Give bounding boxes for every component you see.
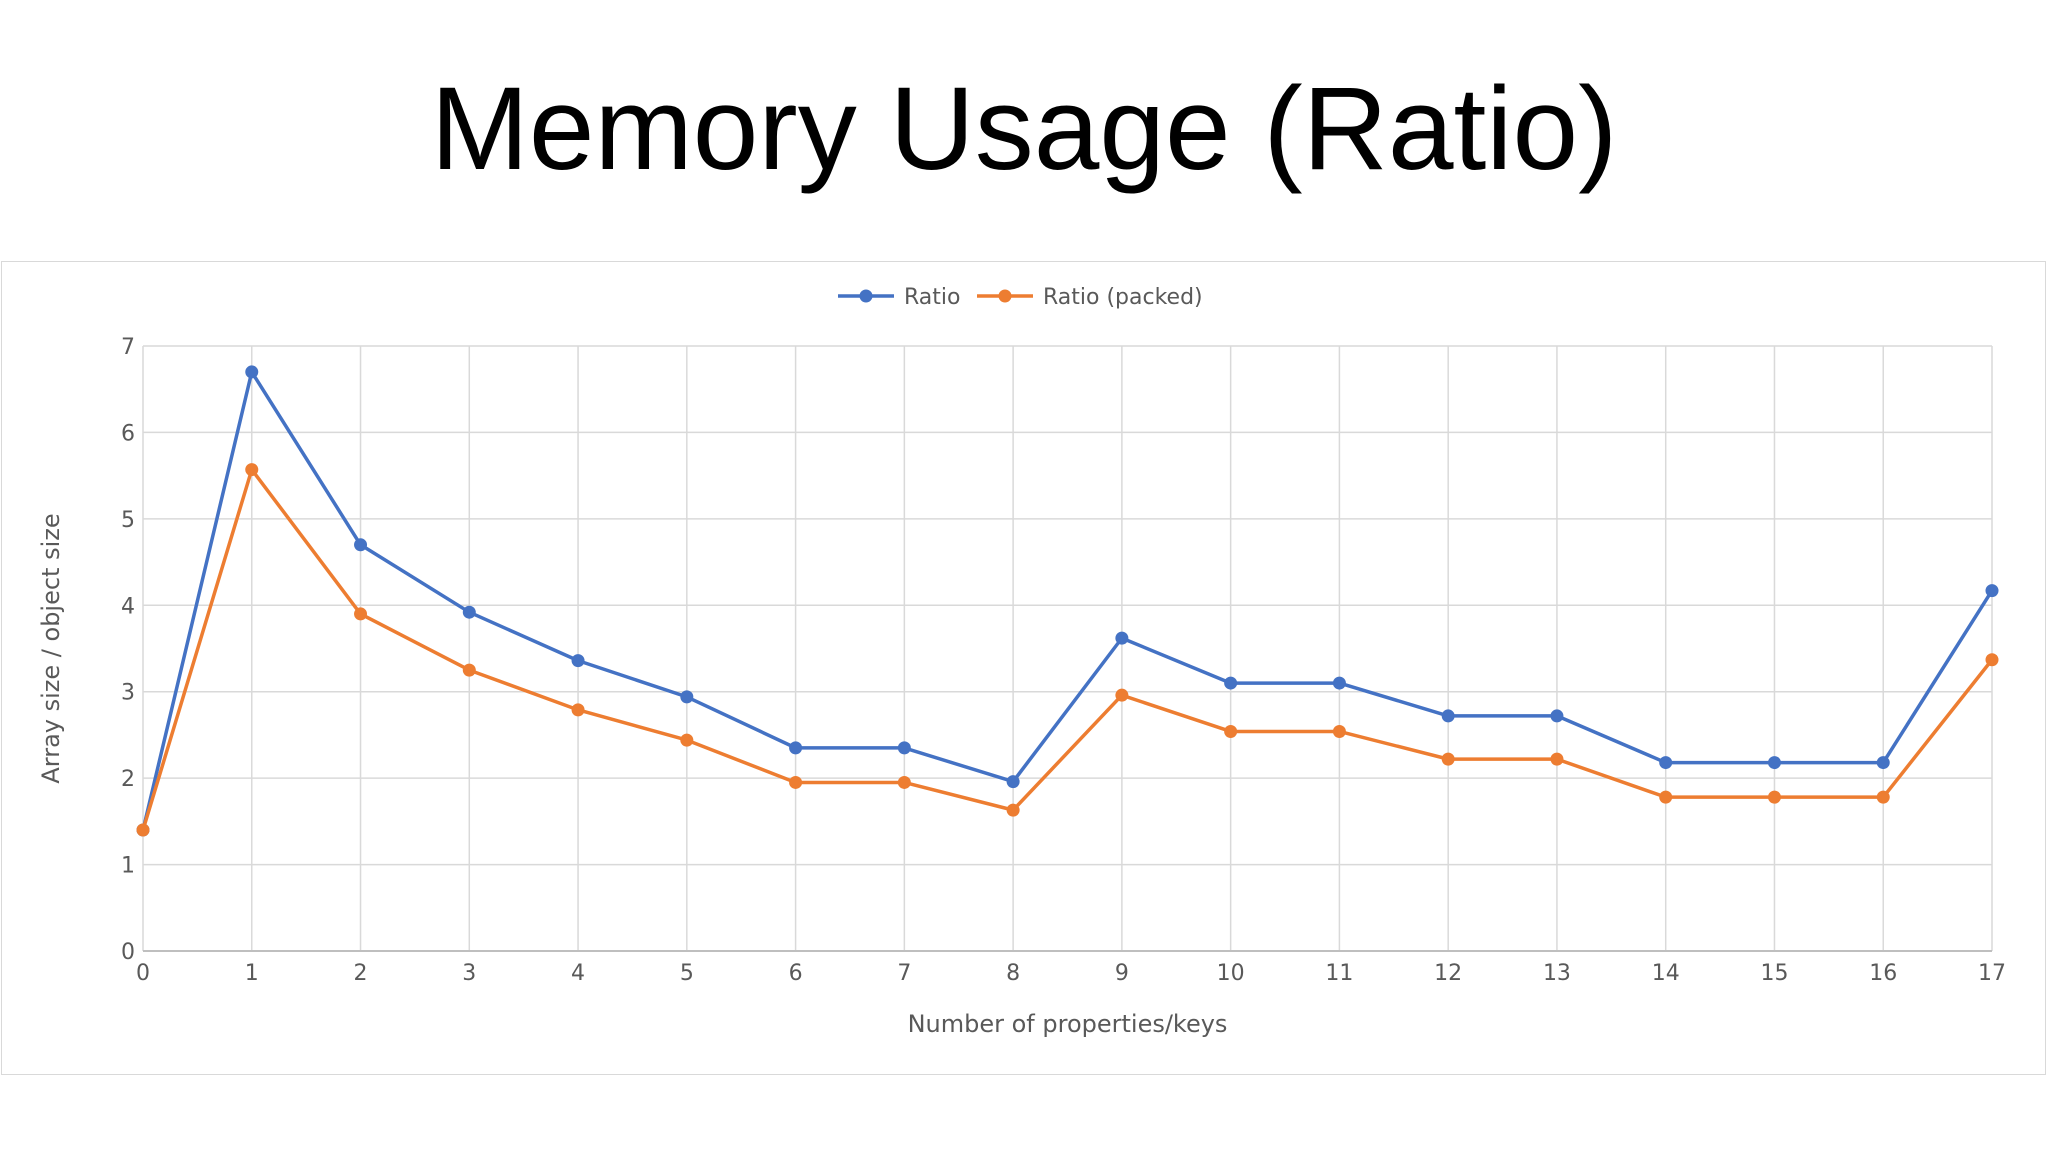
series-lines	[136, 365, 1999, 837]
x-tick-label: 15	[1760, 961, 1788, 986]
y-tick-label: 5	[121, 508, 135, 533]
data-point	[354, 607, 368, 621]
x-tick-label: 3	[462, 961, 476, 986]
x-tick-label: 10	[1217, 961, 1245, 986]
data-point	[1441, 709, 1455, 723]
y-tick-label: 7	[121, 335, 135, 360]
y-tick-label: 3	[121, 681, 135, 706]
data-point	[136, 823, 150, 837]
legend: Ratio Ratio (packed)	[838, 285, 1203, 310]
legend-swatch-marker	[998, 289, 1012, 303]
data-point	[1550, 709, 1564, 723]
data-point	[1441, 752, 1455, 766]
x-tick-label: 8	[1006, 961, 1020, 986]
y-tick-label: 0	[121, 940, 135, 965]
legend-label: Ratio	[904, 285, 960, 310]
data-point	[789, 775, 803, 789]
x-tick-label: 2	[354, 961, 368, 986]
y-axis-title: Array size / object size	[37, 513, 65, 783]
x-tick-label: 14	[1652, 961, 1680, 986]
gridlines	[142, 345, 1993, 952]
x-tick-label: 17	[1978, 961, 2006, 986]
x-axis-title: Number of properties/keys	[908, 1010, 1228, 1038]
x-tick-label: 1	[245, 961, 259, 986]
x-tick-label: 9	[1115, 961, 1129, 986]
x-tick-label: 6	[789, 961, 803, 986]
x-tick-label: 12	[1434, 961, 1462, 986]
data-point	[571, 654, 585, 668]
data-point	[1767, 756, 1781, 770]
series-line-0	[141, 370, 1994, 831]
data-point	[1224, 676, 1238, 690]
y-tick-label: 2	[121, 767, 135, 792]
legend-swatch-marker	[859, 289, 873, 303]
data-point	[1006, 775, 1020, 789]
data-point	[1224, 724, 1238, 738]
data-point	[1332, 724, 1346, 738]
x-tick-label: 5	[680, 961, 694, 986]
data-point	[1659, 790, 1673, 804]
data-point	[1876, 756, 1890, 770]
data-point	[1115, 631, 1129, 645]
data-point	[1767, 790, 1781, 804]
data-point	[789, 741, 803, 755]
data-point	[1985, 584, 1999, 598]
y-tick-label: 1	[121, 854, 135, 879]
x-tick-label: 13	[1543, 961, 1571, 986]
data-point	[1332, 676, 1346, 690]
data-point	[245, 365, 259, 379]
x-tick-label: 16	[1869, 961, 1897, 986]
data-point	[897, 741, 911, 755]
data-point	[1876, 790, 1890, 804]
data-point	[462, 605, 476, 619]
data-point	[1115, 688, 1129, 702]
x-tick-label: 0	[136, 961, 150, 986]
data-point	[1006, 803, 1020, 817]
chart-frame: 0 1 2 3 4 5 6 7 8 9 10 11 12 13 14 15 16 17 0 1 2 3 4 5 6 7 Ratio…	[1, 261, 2046, 1075]
data-point	[1550, 752, 1564, 766]
data-point	[1659, 756, 1673, 770]
y-tick-label: 6	[121, 421, 135, 446]
data-point	[1985, 653, 1999, 667]
slide-title: Memory Usage (Ratio)	[430, 63, 1618, 195]
x-tick-label: 7	[897, 961, 911, 986]
data-point	[462, 663, 476, 677]
data-point	[897, 775, 911, 789]
legend-label: Ratio (packed)	[1043, 285, 1203, 310]
data-point	[680, 733, 694, 747]
x-tick-label: 4	[571, 961, 585, 986]
data-point	[571, 703, 585, 717]
data-point	[680, 690, 694, 704]
data-point	[354, 538, 368, 552]
data-point	[245, 463, 259, 477]
series-line-1	[141, 467, 1994, 831]
x-tick-label: 11	[1325, 961, 1353, 986]
y-tick-label: 4	[121, 594, 135, 619]
